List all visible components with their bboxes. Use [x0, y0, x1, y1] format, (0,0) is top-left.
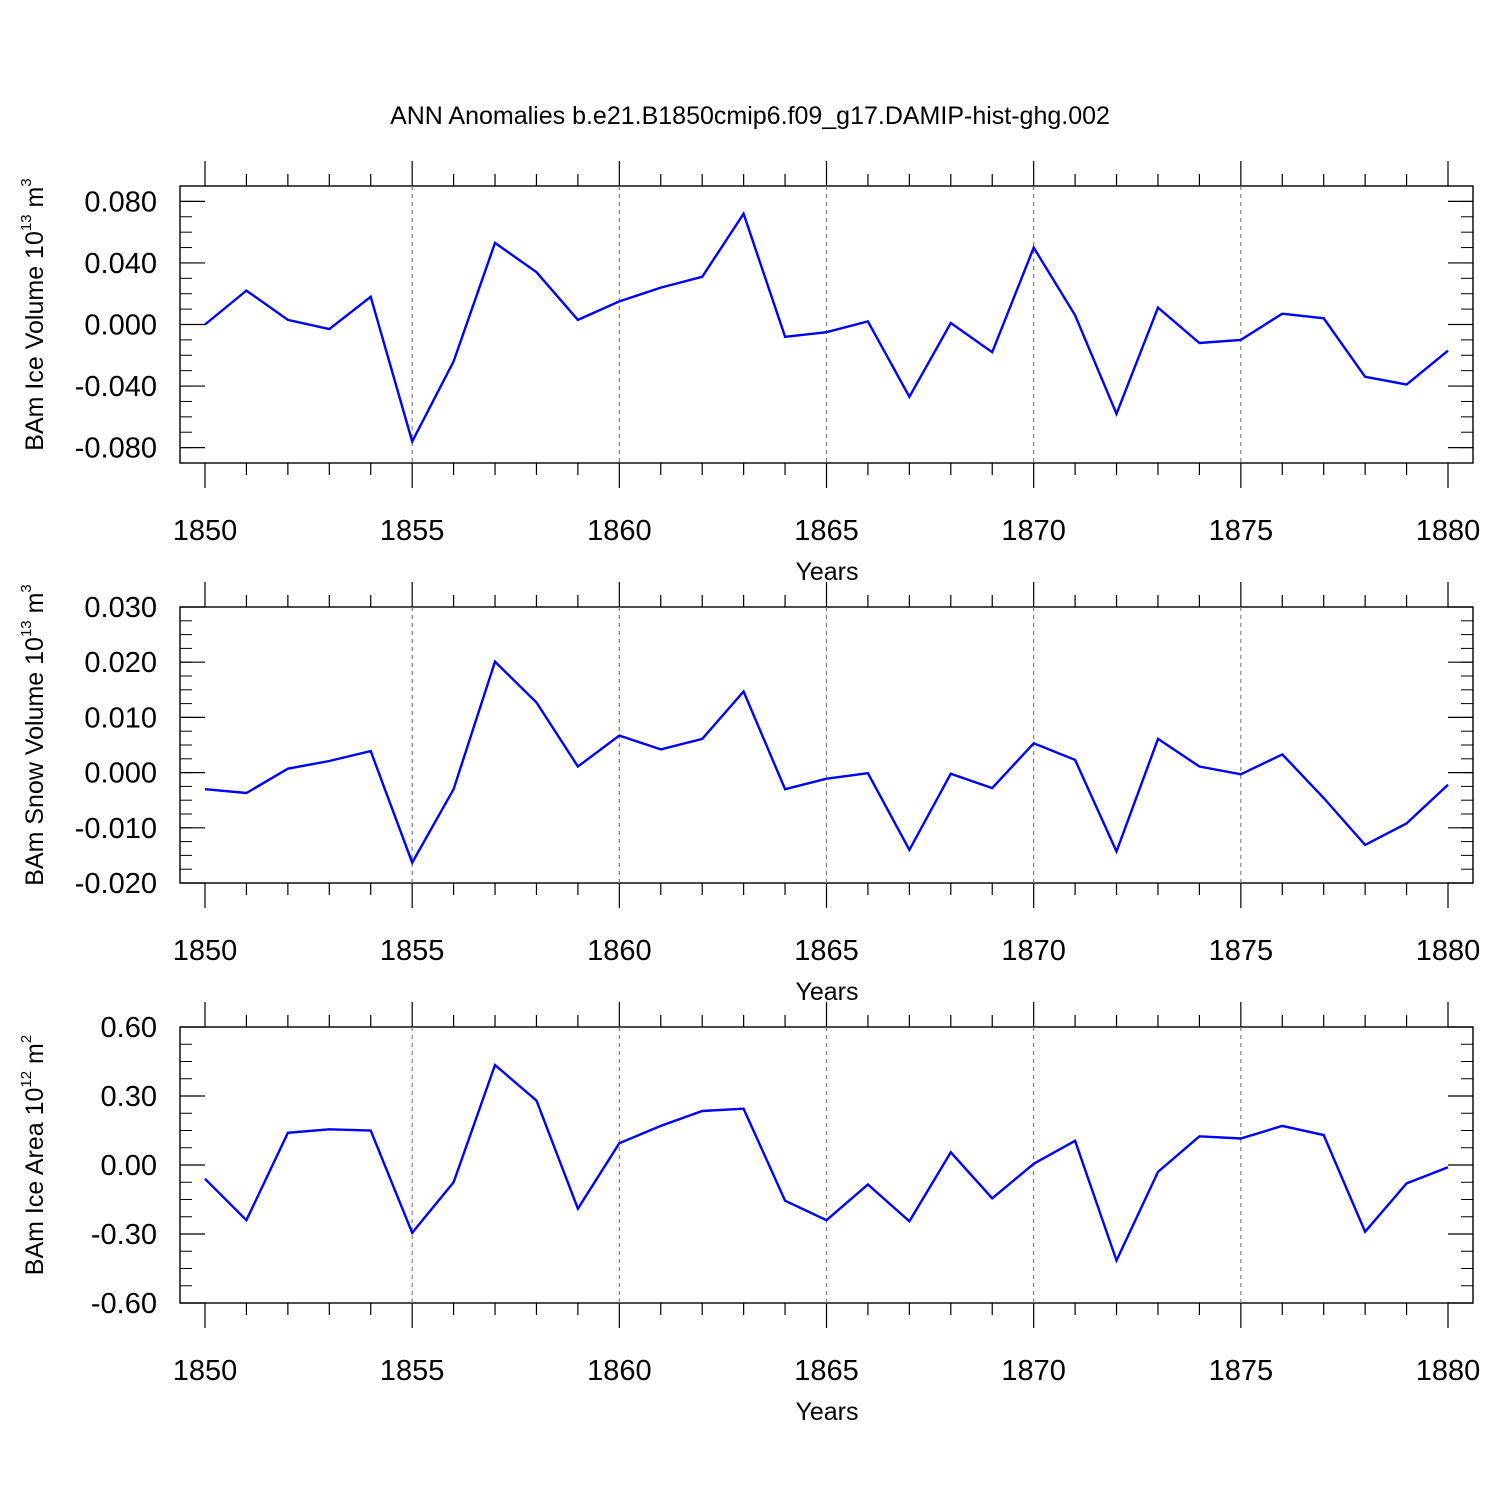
x-tick-label: 1875 — [1209, 1355, 1274, 1387]
y-tick-label: 0.60 — [101, 1012, 157, 1044]
x-tick-label: 1875 — [1209, 515, 1274, 547]
y-tick-label: 0.30 — [101, 1081, 157, 1113]
x-axis-label: Years — [795, 978, 858, 1006]
y-tick-label: -0.010 — [75, 813, 157, 845]
x-tick-label: 1865 — [794, 1355, 859, 1387]
x-tick-label: 1880 — [1416, 935, 1481, 967]
y-tick-label: -0.60 — [91, 1288, 157, 1320]
x-tick-label: 1860 — [587, 515, 652, 547]
y-tick-label: 0.00 — [101, 1150, 157, 1182]
x-tick-label: 1860 — [587, 935, 652, 967]
x-tick-label: 1880 — [1416, 1355, 1481, 1387]
x-tick-label: 1870 — [1001, 1355, 1066, 1387]
x-tick-label: 1850 — [173, 1355, 238, 1387]
y-tick-label: -0.30 — [91, 1219, 157, 1251]
y-tick-label: 0.030 — [84, 592, 157, 624]
x-tick-label: 1865 — [794, 935, 859, 967]
y-tick-label: 0.000 — [84, 310, 157, 342]
chart-panel-3: -0.60 -0.30 0.00 0.30 0.60 1850 1855 1860 1865 18… — [18, 1002, 1480, 1426]
x-tick-label: 1880 — [1416, 515, 1481, 547]
y-axis-label: BAm Snow Volume 1013 m3 — [18, 584, 49, 886]
x-tick-label: 1855 — [380, 515, 445, 547]
y-tick-label: -0.040 — [75, 371, 157, 403]
x-axis-label: Years — [795, 1398, 858, 1426]
chart-panel-1: -0.080 -0.040 0.000 0.040 0.080 1850 1855 1860 1… — [18, 161, 1480, 586]
y-tick-label: 0.020 — [84, 647, 157, 679]
x-tick-label: 1850 — [173, 935, 238, 967]
x-tick-label: 1870 — [1001, 935, 1066, 967]
x-tick-label: 1860 — [587, 1355, 652, 1387]
x-tick-label: 1855 — [380, 935, 445, 967]
y-axis-label: BAm Ice Area 1012 m2 — [18, 1035, 49, 1275]
y-tick-label: -0.020 — [75, 868, 157, 900]
x-tick-label: 1850 — [173, 515, 238, 547]
series-line — [204, 659, 1449, 866]
y-axis-label: BAm Ice Volume 1013 m3 — [18, 178, 49, 450]
y-tick-label: 0.080 — [84, 186, 157, 218]
y-tick-label: 0.040 — [84, 248, 157, 280]
chart-panel-2: -0.020 -0.010 0.000 0.010 0.020 0.030 1850 1855… — [18, 582, 1480, 1006]
series-line — [204, 210, 1449, 445]
figure-title: ANN Anomalies b.e21.B1850cmip6.f09_g17.D… — [390, 102, 1110, 130]
y-tick-label: 0.010 — [84, 702, 157, 734]
y-tick-label: -0.080 — [75, 433, 157, 465]
x-tick-label: 1875 — [1209, 935, 1274, 967]
y-tick-label: 0.000 — [84, 758, 157, 790]
x-tick-label: 1865 — [794, 515, 859, 547]
x-axis-label: Years — [795, 558, 858, 586]
x-tick-label: 1855 — [380, 1355, 445, 1387]
x-tick-label: 1870 — [1001, 515, 1066, 547]
